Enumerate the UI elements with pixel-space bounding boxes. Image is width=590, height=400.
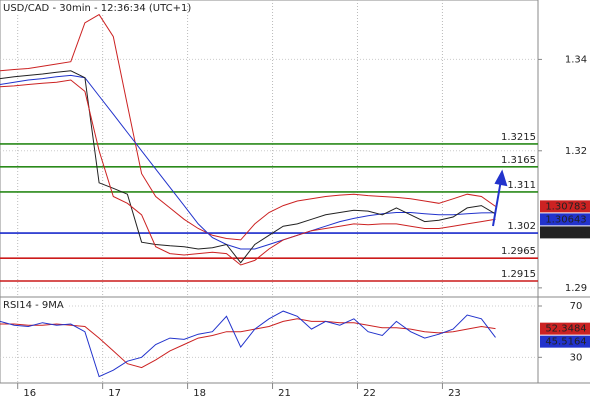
value-box xyxy=(540,200,590,213)
series-line xyxy=(0,13,496,241)
level-label: 1.2915 xyxy=(501,269,536,280)
level-label-bg xyxy=(500,178,537,190)
y-tick-label: 30 xyxy=(570,352,583,363)
y-tick-label: 1.34 xyxy=(565,54,587,65)
value-box-label: 1.30618 xyxy=(545,227,586,238)
level-label-bg xyxy=(500,153,537,165)
value-box xyxy=(540,322,590,335)
series-line xyxy=(0,74,496,250)
series-line xyxy=(0,70,496,264)
level-label: 1.3165 xyxy=(501,155,536,166)
chart-title: USD/CAD - 30min - 12:36:34 (UTC+1) xyxy=(3,3,191,14)
title-bg xyxy=(1,298,69,310)
level-label-bg xyxy=(500,130,537,142)
value-box xyxy=(540,213,590,226)
level-label: 1.2965 xyxy=(501,246,536,257)
value-box-label: 52.3484 xyxy=(545,324,586,335)
forecast-arrow xyxy=(492,169,508,227)
level-label: 1.3215 xyxy=(501,132,536,143)
level-label: 1.311 xyxy=(507,180,536,191)
series-line xyxy=(0,79,496,266)
x-tick-label: 22 xyxy=(363,388,376,399)
y-tick-label: 1.32 xyxy=(565,146,587,157)
value-box xyxy=(540,226,590,239)
x-tick-label: 16 xyxy=(23,388,36,399)
value-box-label: 45.5164 xyxy=(545,337,586,348)
series-line xyxy=(0,310,496,378)
x-tick-label: 18 xyxy=(193,388,206,399)
level-label-bg xyxy=(500,245,537,257)
series-line xyxy=(0,318,496,369)
level-label: 1.302 xyxy=(507,221,536,232)
title-bg xyxy=(1,1,186,13)
y-tick-label: 70 xyxy=(570,301,583,312)
chart-title: RSI14 - 9MA xyxy=(3,300,64,311)
value-box xyxy=(540,335,590,348)
level-label-bg xyxy=(500,220,537,232)
x-tick-label: 17 xyxy=(108,388,121,399)
value-box-label: 1.30643 xyxy=(545,214,586,225)
x-tick-label: 23 xyxy=(448,388,461,399)
x-tick-label: 21 xyxy=(278,388,291,399)
y-tick-label: 1.29 xyxy=(565,283,587,294)
value-box-label: 1.30783 xyxy=(545,201,586,212)
level-label-bg xyxy=(500,268,537,280)
